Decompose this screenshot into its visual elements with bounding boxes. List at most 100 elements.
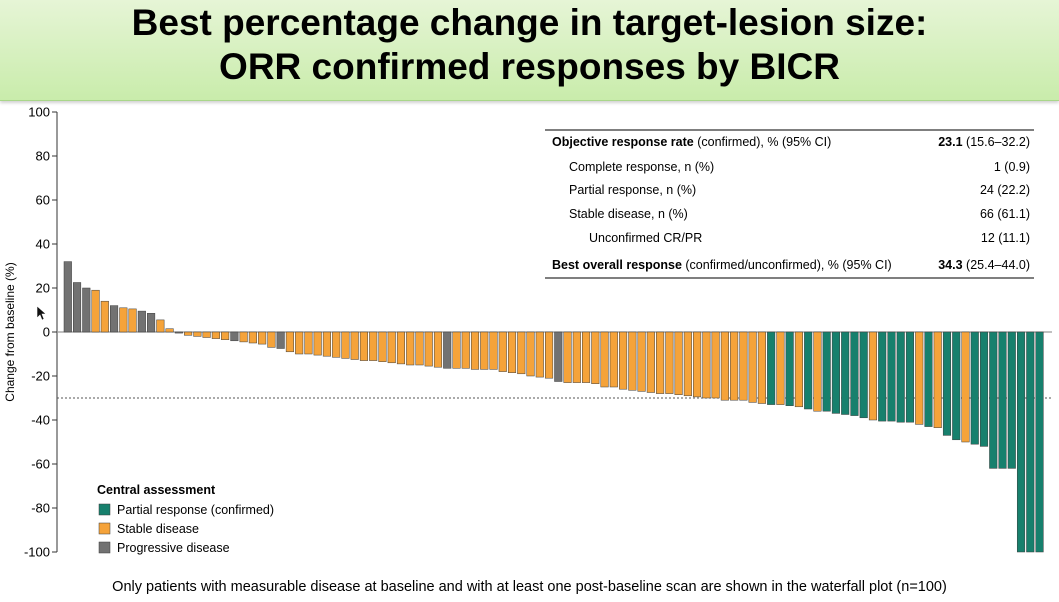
table-row-label: Complete response, n (%) — [569, 160, 714, 174]
y-tick-label: -40 — [31, 413, 50, 428]
bar-sd — [526, 331, 535, 377]
bar-sd — [267, 331, 276, 348]
bar-sd — [748, 331, 757, 403]
table-row-value: 12 (11.1) — [981, 231, 1030, 245]
bar-pr — [979, 331, 989, 447]
y-tick-label: -100 — [24, 545, 50, 560]
table-row-value: 66 (61.1) — [980, 207, 1030, 221]
bar-sd — [868, 331, 877, 421]
y-tick-label: 20 — [36, 281, 50, 296]
bar-pr — [841, 331, 850, 415]
bar-pr — [887, 331, 896, 422]
bar-pr — [859, 331, 868, 419]
bar-pr — [822, 331, 831, 412]
table-row-value: 34.3 (25.4–44.0) — [938, 258, 1030, 272]
bar-pr — [1007, 331, 1016, 469]
bar-sd — [545, 331, 554, 379]
bar-sd — [656, 331, 665, 394]
table-row-label-text: (confirmed), % (95% CI) — [694, 135, 832, 149]
table-row-value-bold: 23.1 — [938, 135, 962, 149]
bar-sd — [711, 331, 720, 399]
bar-sd — [304, 331, 313, 355]
bar-pr — [989, 331, 998, 469]
table-row-value: 23.1 (15.6–32.2) — [938, 135, 1030, 149]
bar-sd — [480, 331, 489, 370]
bar-sd — [813, 331, 822, 412]
bar-sd — [609, 331, 618, 388]
y-tick-label: 100 — [28, 105, 50, 120]
bar-sd — [637, 331, 646, 392]
bar-pd — [443, 331, 452, 369]
waterfall-chart: -100 -80 -60 -40 -20 0 20 40 60 80 100 Change from … — [3, 105, 1052, 560]
bar-sd — [369, 331, 378, 361]
bar-sd — [258, 331, 267, 345]
bar-sd — [359, 331, 368, 361]
bar-pr — [970, 331, 979, 445]
legend-swatch-pd — [98, 541, 111, 554]
legend-label: Stable disease — [117, 522, 199, 536]
table-row-label: Unconfirmed CR/PR — [589, 231, 702, 245]
bar-sd — [507, 331, 517, 373]
bar-sd — [165, 328, 174, 333]
bar-sd — [600, 331, 609, 388]
y-axis-title: Change from baseline (%) — [3, 262, 17, 401]
bar-sd — [341, 331, 350, 359]
bar-pr — [942, 331, 952, 436]
bar-pr — [905, 331, 915, 423]
bar-sd — [582, 331, 591, 383]
bar-sd — [470, 331, 480, 370]
bar-pr — [767, 331, 776, 405]
legend-swatch-sd — [98, 522, 111, 535]
bar-pr — [952, 331, 961, 441]
table-row-label-bold: Objective response rate — [552, 135, 694, 149]
table-row-value: 24 (22.2) — [980, 183, 1030, 197]
bar-sd — [683, 331, 692, 397]
bar-sd — [498, 331, 507, 372]
bar-sd — [100, 300, 109, 333]
bar-sd — [248, 331, 257, 344]
bar-sd — [156, 319, 165, 333]
y-tick-label: 80 — [36, 149, 50, 164]
legend-label: Progressive disease — [117, 541, 230, 555]
bar-sd — [350, 331, 359, 360]
bar-sd — [424, 331, 433, 367]
table-row-label-text: Unconfirmed CR/PR — [589, 231, 702, 245]
bar-pd — [110, 305, 119, 333]
y-tick-label: -60 — [31, 457, 50, 472]
bar-sd — [915, 331, 924, 425]
bar-sd — [119, 307, 128, 333]
table-row-label-text: (confirmed/unconfirmed), % (95% CI) — [682, 258, 892, 272]
bar-pr — [878, 331, 887, 422]
bar-sd — [628, 331, 637, 391]
bar-pd — [82, 287, 91, 333]
bar-sd — [313, 331, 322, 356]
bar-pd — [73, 282, 82, 333]
table-row-label: Stable disease, n (%) — [569, 207, 688, 221]
bar-pr — [785, 331, 794, 406]
bar-pr — [850, 331, 859, 416]
table-row-value-text: (25.4–44.0) — [963, 258, 1030, 272]
y-tick-label: 40 — [36, 237, 50, 252]
bar-sd — [193, 331, 202, 337]
bar-sd — [91, 289, 100, 333]
bar-sd — [693, 331, 702, 398]
bar-sd — [396, 331, 406, 365]
legend-title: Central assessment — [97, 483, 216, 497]
bar-sd — [720, 331, 729, 401]
bar-sd — [452, 331, 461, 369]
bar-sd — [489, 331, 498, 370]
table-row-value-text: 66 (61.1) — [980, 207, 1030, 221]
table-row-value: 1 (0.9) — [994, 160, 1030, 174]
bar-sd — [517, 331, 526, 375]
bar-sd — [433, 331, 443, 368]
bar-sd — [387, 331, 396, 364]
bar-pr — [831, 331, 840, 414]
bar-sd — [332, 331, 341, 358]
table-row-label-bold: Best overall response — [552, 258, 682, 272]
table-row-value-bold: 34.3 — [938, 258, 962, 272]
bar-sd — [184, 331, 193, 336]
bar-sd — [665, 331, 674, 394]
table-row-value-text: 1 (0.9) — [994, 160, 1030, 174]
bar-sd — [535, 331, 544, 378]
bar-sd — [221, 331, 230, 340]
